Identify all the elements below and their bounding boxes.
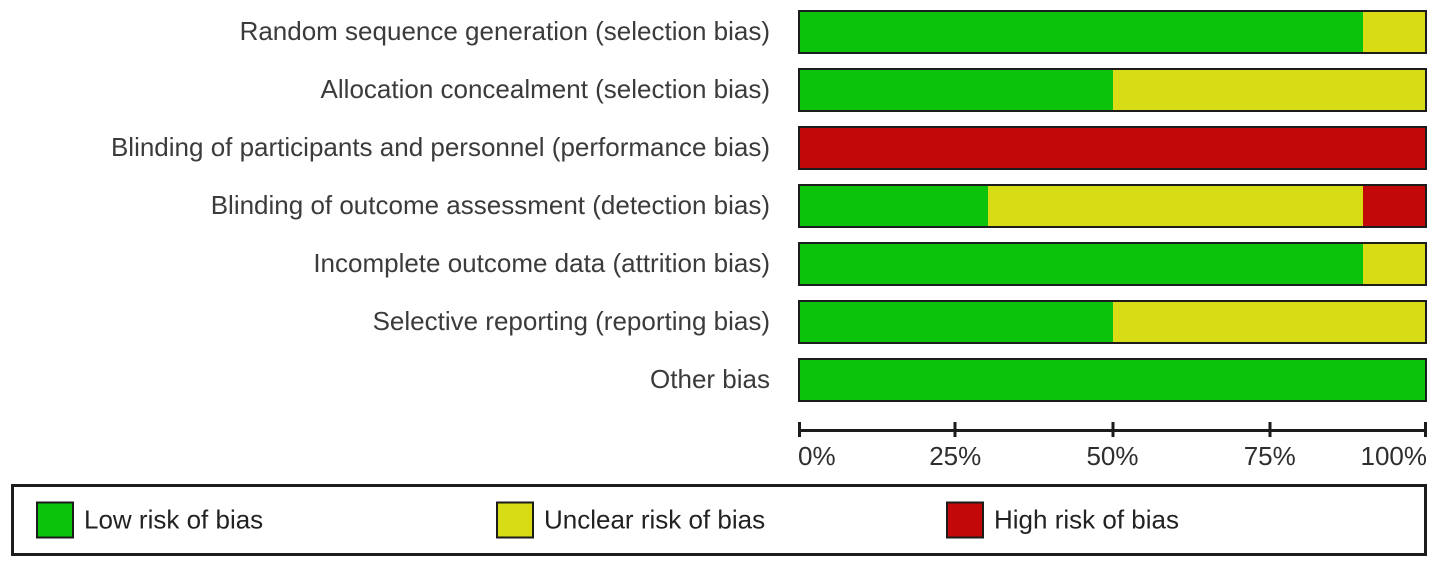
segment-low-risk (800, 302, 1113, 342)
category-label: Incomplete outcome data (attrition bias) (313, 248, 770, 279)
x-axis-tick (1268, 422, 1272, 437)
stacked-bar (798, 242, 1427, 286)
category-label: Other bias (650, 364, 770, 395)
legend-item-high-risk: High risk of bias (946, 501, 1179, 539)
stacked-bar (798, 300, 1427, 344)
segment-unclear-risk (1362, 12, 1425, 52)
stacked-bar (798, 184, 1427, 228)
segment-low-risk (800, 360, 1425, 400)
category-label: Blinding of participants and personnel (… (110, 132, 770, 163)
x-axis: 0% 25% 50% 75% 100% (798, 422, 1428, 471)
x-axis-tick (1111, 422, 1114, 437)
segment-unclear-risk (1362, 244, 1425, 284)
legend-color-swatch (946, 501, 984, 539)
x-axis-tick-label: 0% (798, 441, 836, 471)
x-axis-tick-label: 75% (1243, 441, 1296, 471)
chart-row: Blinding of participants and personnel (… (0, 119, 1441, 177)
segment-unclear-risk (987, 186, 1363, 226)
segment-high-risk (800, 128, 1425, 168)
category-label: Blinding of outcome assessment (detectio… (210, 190, 770, 221)
segment-low-risk (800, 70, 1113, 110)
category-label: Selective reporting (reporting bias) (372, 306, 770, 337)
stacked-bar (798, 126, 1427, 170)
legend-label: Low risk of bias (84, 504, 264, 535)
chart-row: Selective reporting (reporting bias) (0, 293, 1441, 351)
category-label: Random sequence generation (selection bi… (239, 16, 770, 47)
x-axis-tick (1424, 422, 1427, 437)
stacked-bar (798, 10, 1427, 54)
segment-low-risk (800, 186, 988, 226)
legend-color-swatch (36, 501, 74, 539)
chart-row: Blinding of outcome assessment (detectio… (0, 177, 1441, 235)
x-axis-tick-label: 50% (1086, 441, 1139, 471)
chart-row: Allocation concealment (selection bias) (0, 61, 1441, 119)
legend-color-swatch (496, 501, 534, 539)
x-axis-tick-label: 25% (929, 441, 982, 471)
stacked-bar (798, 68, 1427, 112)
legend: Low risk of bias Unclear risk of bias High… (11, 484, 1427, 556)
segment-low-risk (800, 12, 1363, 52)
segment-high-risk (1362, 186, 1425, 226)
category-label: Allocation concealment (selection bias) (320, 74, 770, 105)
segment-unclear-risk (1112, 70, 1425, 110)
stacked-bar (798, 358, 1427, 402)
x-axis-tick-label: 100% (1360, 441, 1428, 471)
x-axis-tick (798, 422, 801, 437)
chart-row: Other bias (0, 351, 1441, 409)
bars-area: Random sequence generation (selection bi… (0, 3, 1441, 409)
chart-row: Incomplete outcome data (attrition bias) (0, 235, 1441, 293)
legend-item-unclear-risk: Unclear risk of bias (496, 501, 766, 539)
legend-item-low-risk: Low risk of bias (36, 501, 264, 539)
legend-label: Unclear risk of bias (544, 504, 766, 535)
segment-unclear-risk (1112, 302, 1425, 342)
chart-row: Random sequence generation (selection bi… (0, 3, 1441, 61)
segment-low-risk (800, 244, 1363, 284)
x-axis-tick (953, 422, 957, 437)
legend-label: High risk of bias (994, 504, 1179, 535)
